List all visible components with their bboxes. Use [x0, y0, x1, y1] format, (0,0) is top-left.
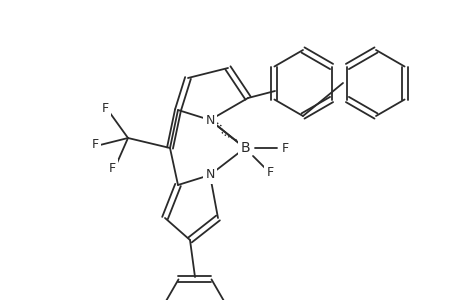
Text: N: N	[205, 169, 214, 182]
Text: B: B	[240, 141, 249, 155]
Text: F: F	[91, 139, 98, 152]
Text: F: F	[266, 167, 273, 179]
Text: F: F	[101, 101, 108, 115]
Text: N: N	[205, 113, 214, 127]
Text: F: F	[281, 142, 288, 154]
Text: F: F	[108, 161, 115, 175]
